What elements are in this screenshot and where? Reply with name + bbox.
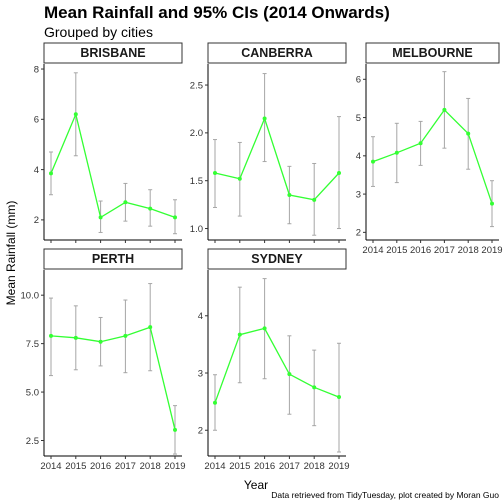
data-point [442,107,447,112]
data-point [337,395,341,400]
chart-subtitle: Grouped by cities [44,24,153,40]
x-axis-title: Year [244,478,268,492]
data-point [371,159,375,164]
data-point [123,333,128,338]
x-tick-label: 2019 [164,461,185,472]
data-point [312,197,317,202]
data-point [287,372,292,377]
facet-strip [43,248,183,270]
facet-strip [207,248,347,270]
data-point [312,385,317,390]
facet-strip-label: MELBOURNE [392,46,473,60]
x-tick-label: 2014 [40,461,61,472]
x-tick-label: 2018 [458,245,479,256]
facet-strip-label: SYDNEY [251,252,303,266]
facet-panels: BRISBANE 2 4 6 8 CANBERRA 1.0 1.5 2.0 2.5 MELBOURN… [21,42,503,472]
y-tick-label: 2.0 [190,128,203,139]
data-point [237,176,242,181]
data-point [73,335,78,340]
data-point [287,193,292,198]
data-point [213,171,217,176]
facet-panel-canberra: CANBERRA 1.0 1.5 2.0 2.5 [190,42,347,243]
data-point [213,400,217,405]
y-tick-label: 2.5 [26,436,39,447]
y-tick-label: 2 [34,215,39,226]
y-tick-label: 4 [34,165,39,176]
data-point [148,206,153,211]
x-tick-label: 2016 [90,461,111,472]
y-tick-label: 3 [356,189,361,200]
y-tick-label: 6 [34,115,39,126]
data-point [98,215,103,220]
facet-panel-sydney: SYDNEY 2 3 4 2014 2015 2016 2017 2018 2019 [198,248,350,472]
y-tick-label: 4 [198,311,203,322]
x-tick-label: 2019 [481,245,502,256]
x-tick-label: 2015 [65,461,86,472]
facet-strip-label: PERTH [92,252,134,266]
x-tick-label: 2014 [362,245,383,256]
x-tick-label: 2015 [386,245,407,256]
x-tick-label: 2017 [115,461,136,472]
x-tick-label: 2017 [434,245,455,256]
y-tick-label: 3 [198,368,203,379]
facet-strip [43,42,183,64]
x-tick-label: 2014 [204,461,225,472]
data-point [418,141,423,146]
chart-caption: Data retrieved from TidyTuesday, plot cr… [271,490,499,500]
data-point [173,427,177,432]
data-point [262,116,267,121]
data-point [237,332,242,337]
data-point [148,325,153,330]
series-line [214,116,340,201]
y-tick-label: 2.5 [190,80,203,91]
x-tick-label: 2016 [254,461,275,472]
y-tick-label: 1.0 [190,224,203,235]
data-point [337,171,341,176]
x-tick-label: 2017 [279,461,300,472]
data-point [466,131,471,136]
data-point [73,112,78,117]
y-tick-label: 1.5 [190,176,203,187]
y-tick-label: 4 [356,151,361,162]
y-tick-label: 5.0 [26,387,39,398]
y-tick-label: 5 [356,113,361,124]
x-tick-label: 2015 [229,461,250,472]
chart-title: Mean Rainfall and 95% CIs (2014 Onwards) [44,3,390,22]
facet-strip-label: BRISBANE [80,46,145,60]
y-axis-title: Mean Rainfall (mm) [4,201,18,306]
y-tick-label: 6 [356,75,361,86]
facet-panel-melbourne: MELBOURNE 2 3 4 5 6 2014 2015 2016 2017 2018 2019 [356,42,503,256]
facet-panel-perth: PERTH 2.5 5.0 7.5 10.0 2014 2015 2016 2017 2018 20… [21,248,186,472]
series-line [372,108,493,204]
series-line [50,326,176,430]
data-point [49,171,53,176]
y-tick-label: 2 [198,426,203,437]
data-point [49,333,53,338]
data-point [123,200,128,205]
y-tick-label: 7.5 [26,339,39,350]
y-tick-label: 8 [34,64,39,75]
y-tick-label: 2 [356,228,361,239]
x-tick-label: 2019 [328,461,349,472]
x-tick-label: 2018 [304,461,325,472]
series-line [214,327,340,404]
facet-strip [207,42,347,64]
data-point [98,339,103,344]
data-point [173,215,177,220]
facet-strip [365,42,500,64]
x-tick-label: 2018 [140,461,161,472]
facet-panel-brisbane: BRISBANE 2 4 6 8 [34,42,183,243]
data-point [262,326,267,331]
data-point [394,150,399,155]
y-tick-label: 10.0 [21,290,40,301]
series-line [50,112,176,219]
data-point [490,201,494,206]
x-tick-label: 2016 [410,245,431,256]
facet-strip-label: CANBERRA [241,46,313,60]
